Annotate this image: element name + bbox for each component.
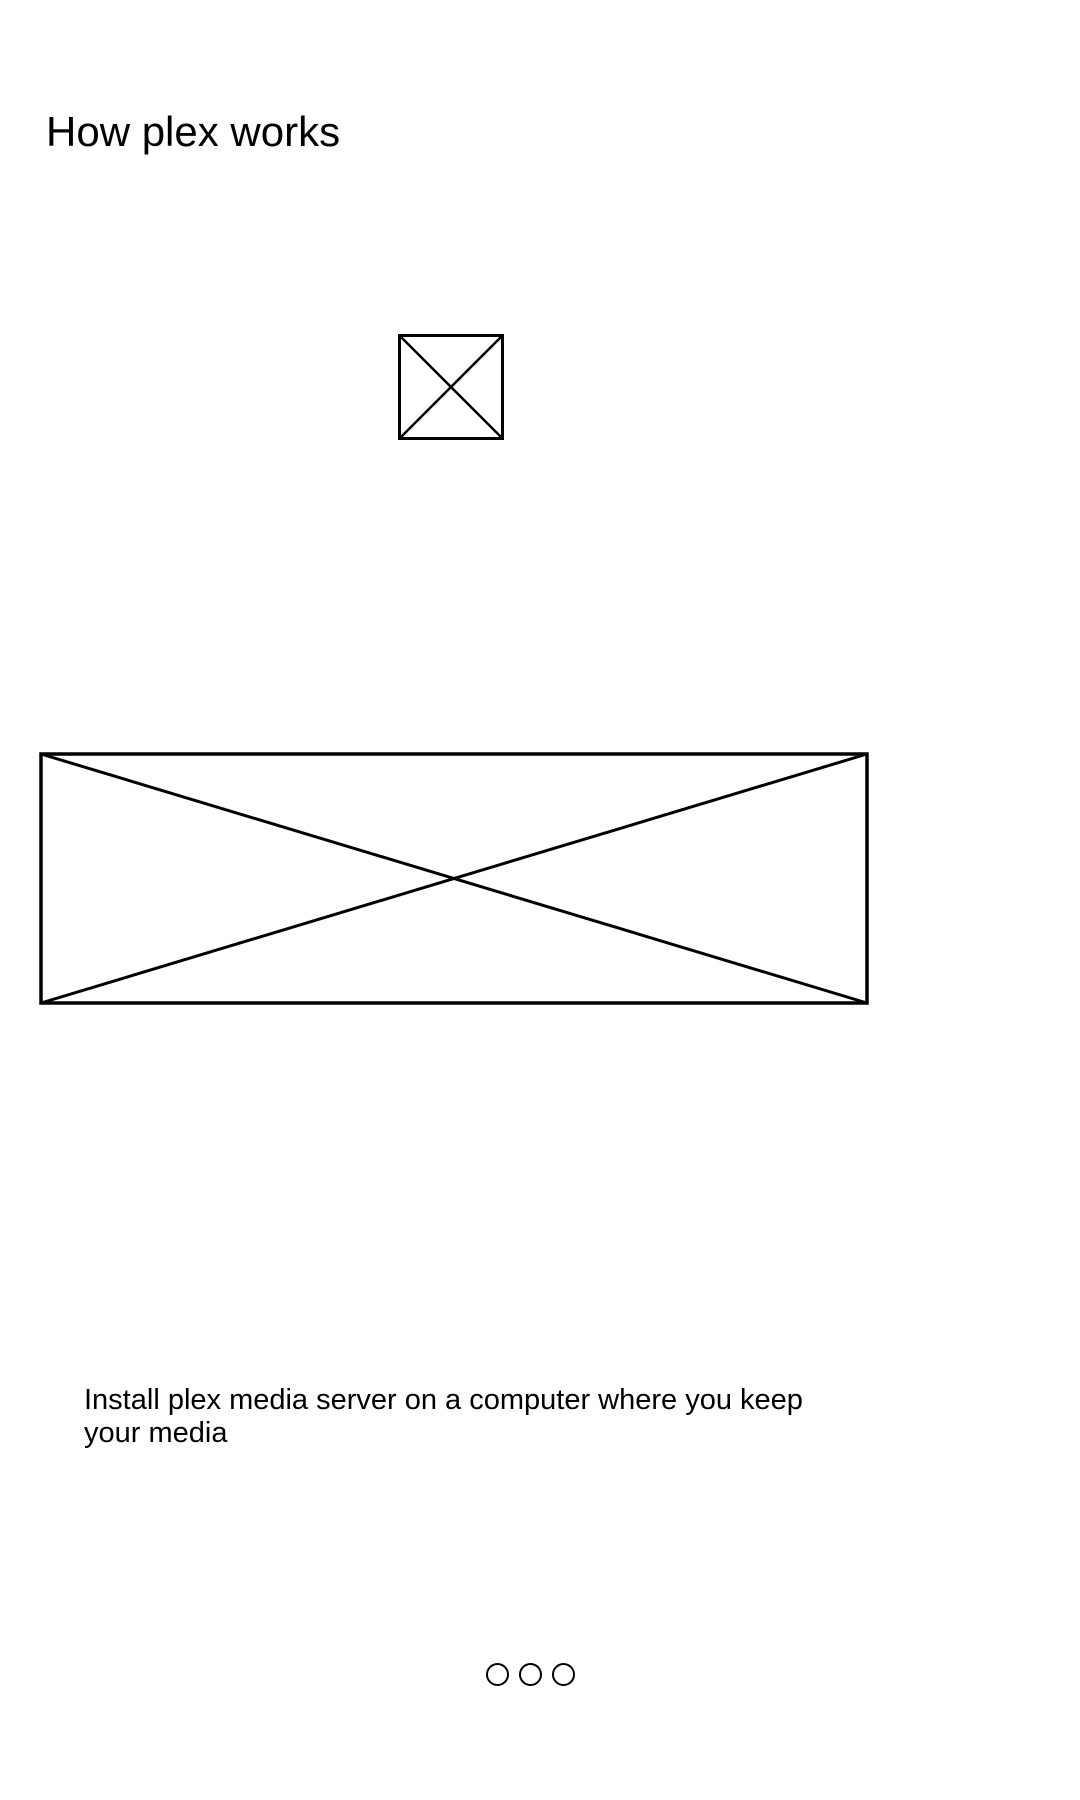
page-dot-1[interactable]	[486, 1663, 509, 1686]
banner-image-placeholder	[39, 752, 869, 1005]
page-title: How plex works	[46, 108, 341, 155]
page-dot-2[interactable]	[519, 1663, 542, 1686]
onboarding-description: Install plex media server on a computer …	[84, 1384, 803, 1449]
page-indicator	[486, 1663, 575, 1686]
icon-image-placeholder	[398, 334, 504, 440]
page-dot-3[interactable]	[552, 1663, 575, 1686]
